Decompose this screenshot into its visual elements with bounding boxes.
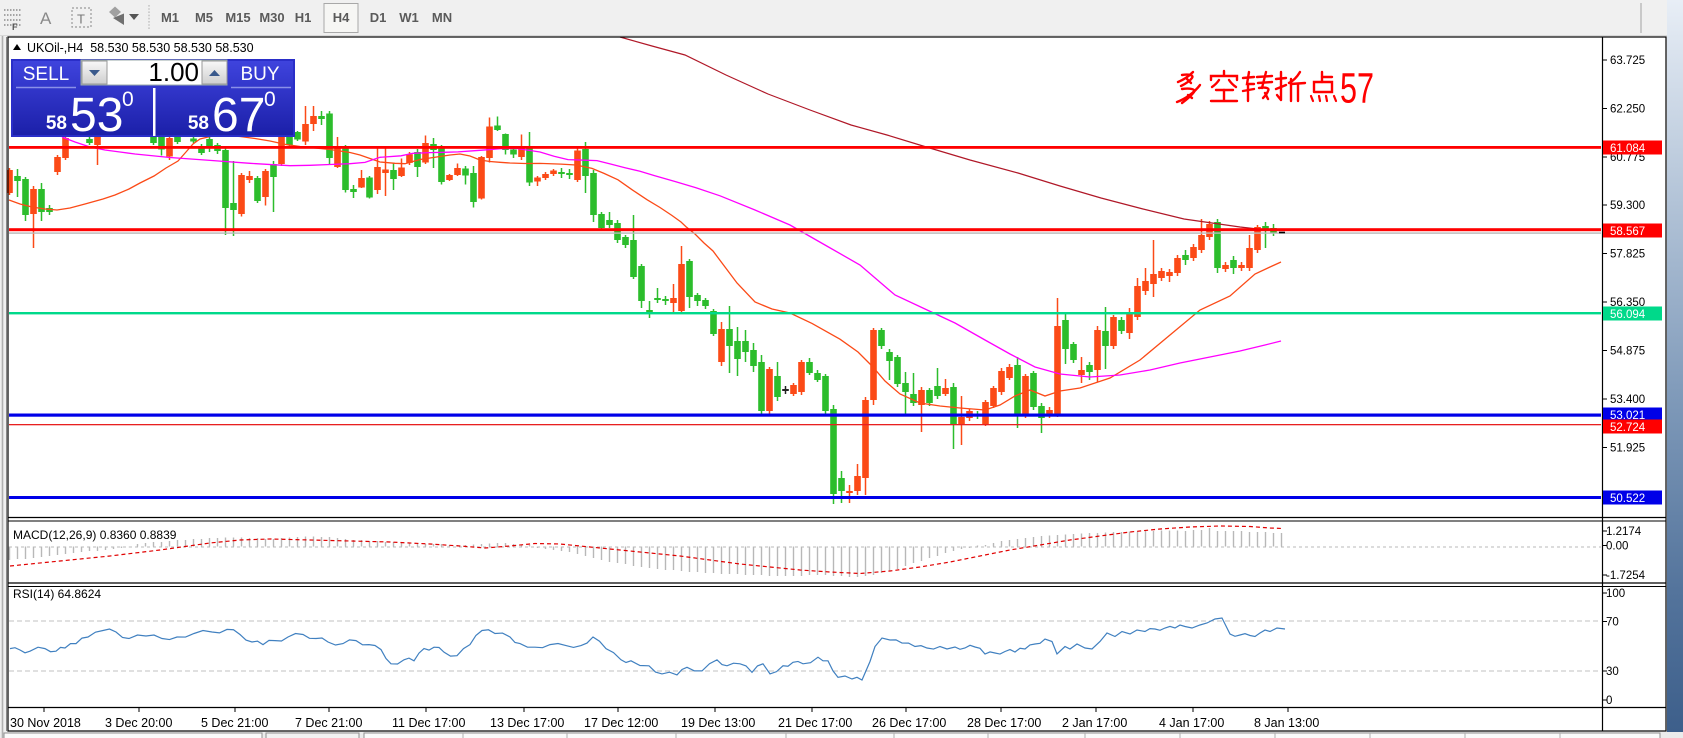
svg-text:61.084: 61.084 (1610, 143, 1646, 155)
svg-text:67: 67 (212, 89, 265, 142)
svg-text:11 Dec 17:00: 11 Dec 17:00 (392, 716, 465, 730)
svg-text:70: 70 (1606, 617, 1619, 629)
svg-text:62.250: 62.250 (1610, 104, 1645, 116)
svg-text:MACD(12,26,9) 0.8360 0.8839: MACD(12,26,9) 0.8360 0.8839 (13, 528, 177, 542)
svg-text:53.021: 53.021 (1610, 410, 1645, 422)
svg-text:30 Nov 2018: 30 Nov 2018 (10, 716, 81, 730)
svg-text:T: T (77, 12, 85, 27)
svg-text:W1: W1 (399, 10, 419, 25)
svg-text:MN: MN (432, 10, 452, 25)
svg-text:100: 100 (1606, 588, 1625, 600)
svg-text:M30: M30 (259, 10, 284, 25)
svg-text:1.2174: 1.2174 (1606, 526, 1642, 538)
svg-text:SELL: SELL (23, 64, 69, 85)
svg-text:53: 53 (70, 89, 123, 142)
svg-text:58: 58 (46, 113, 67, 134)
svg-text:19 Dec 13:00: 19 Dec 13:00 (681, 716, 755, 730)
svg-text:0.00: 0.00 (1606, 541, 1628, 553)
svg-text:5 Dec 21:00: 5 Dec 21:00 (201, 716, 268, 730)
svg-text:BUY: BUY (240, 64, 279, 85)
svg-text:3 Dec 20:00: 3 Dec 20:00 (105, 716, 172, 730)
svg-text:A: A (40, 9, 52, 28)
svg-text:M1: M1 (161, 10, 179, 25)
svg-text:0: 0 (122, 88, 134, 111)
svg-text:63.725: 63.725 (1610, 55, 1645, 67)
svg-text:57: 57 (1340, 65, 1374, 113)
svg-text:F: F (12, 22, 18, 32)
svg-text:56.094: 56.094 (1610, 309, 1646, 321)
svg-text:52.724: 52.724 (1610, 422, 1646, 434)
svg-text:M5: M5 (195, 10, 213, 25)
svg-text:-1.7254: -1.7254 (1606, 570, 1646, 582)
svg-text:13 Dec 17:00: 13 Dec 17:00 (490, 716, 564, 730)
svg-text:M15: M15 (225, 10, 250, 25)
svg-text:28 Dec 17:00: 28 Dec 17:00 (967, 716, 1041, 730)
svg-text:2 Jan 17:00: 2 Jan 17:00 (1062, 716, 1127, 730)
svg-text:60.775: 60.775 (1610, 152, 1645, 164)
svg-text:53.400: 53.400 (1610, 394, 1645, 406)
svg-text:17 Dec 12:00: 17 Dec 12:00 (584, 716, 658, 730)
svg-text:UKOil-,H4 58.530 58.530 58.53: UKOil-,H4 58.530 58.530 58.530 58.530 (27, 41, 254, 55)
svg-text:1.00: 1.00 (148, 57, 199, 87)
svg-text:51.925: 51.925 (1610, 443, 1645, 455)
svg-text:54.875: 54.875 (1610, 346, 1645, 358)
svg-text:7 Dec 21:00: 7 Dec 21:00 (295, 716, 362, 730)
svg-text:58.567: 58.567 (1610, 226, 1645, 238)
svg-text:21 Dec 17:00: 21 Dec 17:00 (778, 716, 852, 730)
svg-text:57.825: 57.825 (1610, 249, 1645, 261)
svg-text:4 Jan 17:00: 4 Jan 17:00 (1159, 716, 1224, 730)
svg-text:D1: D1 (370, 10, 387, 25)
svg-text:H1: H1 (295, 10, 312, 25)
svg-text:H4: H4 (333, 10, 350, 25)
svg-text:0: 0 (264, 88, 276, 111)
svg-text:26 Dec 17:00: 26 Dec 17:00 (872, 716, 946, 730)
svg-text:8 Jan 13:00: 8 Jan 13:00 (1254, 716, 1319, 730)
svg-text:RSI(14) 64.8624: RSI(14) 64.8624 (13, 587, 101, 601)
svg-text:56.350: 56.350 (1610, 297, 1645, 309)
svg-text:58: 58 (188, 113, 209, 134)
svg-text:0: 0 (1606, 695, 1612, 707)
svg-text:30: 30 (1606, 666, 1619, 678)
svg-text:59.300: 59.300 (1610, 200, 1645, 212)
svg-text:50.522: 50.522 (1610, 493, 1645, 505)
